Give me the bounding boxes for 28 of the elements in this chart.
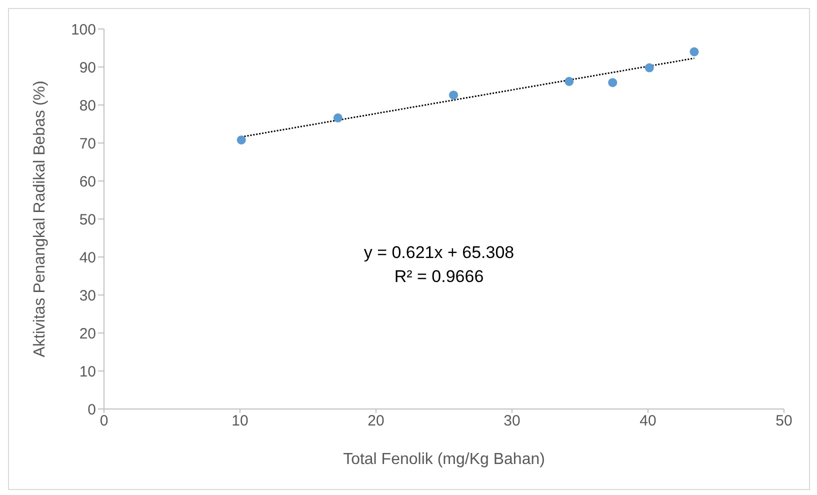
y-tick-label: 60 <box>79 173 96 190</box>
y-axis-title: Aktivitas Penangkal Radikal Bebas (%) <box>32 80 49 358</box>
point <box>608 78 618 88</box>
y-tick-label: 40 <box>79 249 96 266</box>
x-tick-label: 40 <box>640 412 656 430</box>
x-axis-title: Total Fenolik (mg/Kg Bahan) <box>343 451 545 468</box>
point <box>449 90 458 100</box>
point <box>333 113 342 122</box>
x-tick-label: 50 <box>776 412 792 430</box>
annotation: R² = 0.9666 <box>393 266 485 288</box>
y-tick-label: 90 <box>79 59 96 76</box>
y-tick-label: 50 <box>79 211 96 228</box>
y-tick-label: 80 <box>79 97 96 114</box>
point <box>564 76 574 86</box>
y-tick-label: 70 <box>79 135 96 152</box>
point <box>236 135 246 144</box>
x-tick-label: 0 <box>100 412 108 430</box>
y-tick-label: 20 <box>79 325 96 342</box>
x-tick-label: 20 <box>368 412 384 430</box>
y-tick-label: 0 <box>88 401 96 418</box>
point <box>690 47 699 56</box>
point <box>644 63 654 72</box>
y-tick-label: 30 <box>79 287 96 304</box>
annotation: y = 0.621x + 65.308 <box>362 242 516 264</box>
y-tick-label: 10 <box>79 363 96 380</box>
x-tick-label: 30 <box>504 412 520 430</box>
x-tick-label: 10 <box>232 412 248 430</box>
y-tick-label: 100 <box>70 21 96 38</box>
